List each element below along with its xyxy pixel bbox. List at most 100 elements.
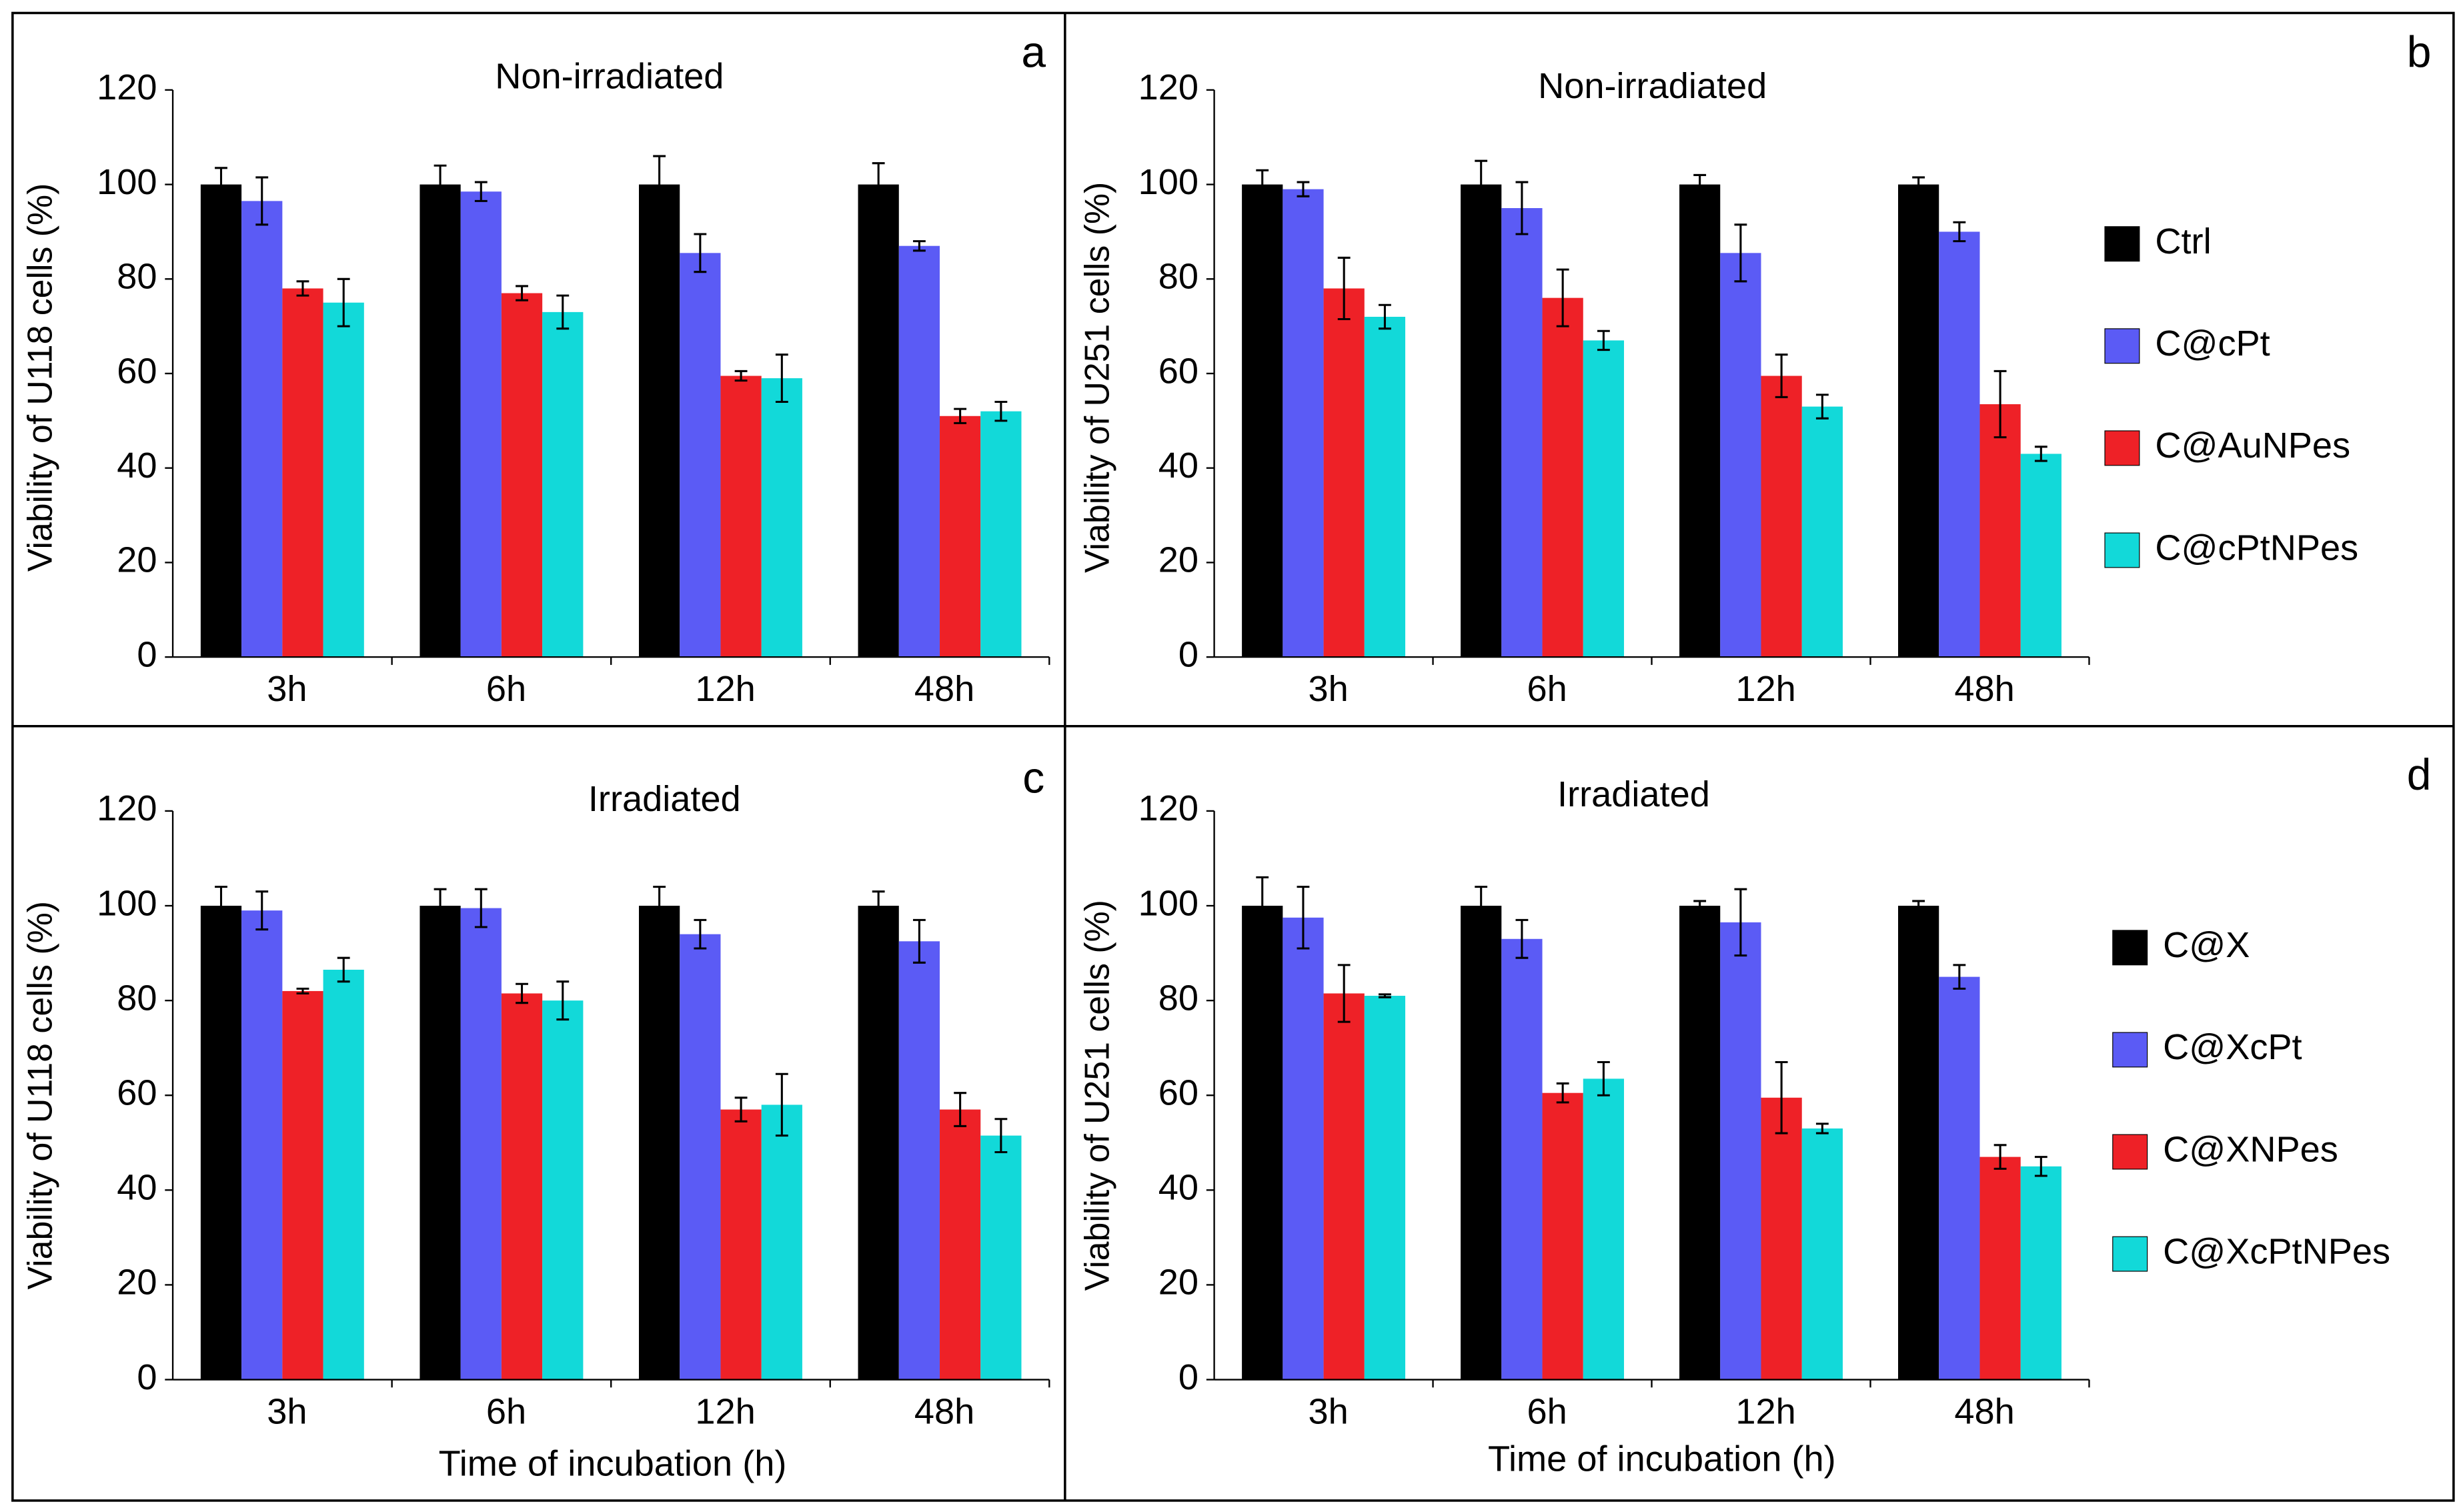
- y-tick-label: 60: [117, 1073, 157, 1113]
- bar: [1898, 906, 1939, 1380]
- error-bar: [1815, 1122, 1829, 1135]
- y-tick-label: 60: [1158, 351, 1198, 391]
- panel-letter: b: [2407, 27, 2432, 76]
- error-bar: [1734, 223, 1747, 283]
- y-tick-label: 20: [117, 540, 157, 580]
- error-bar: [954, 408, 967, 424]
- error-bar: [775, 1072, 788, 1137]
- error-bar: [954, 1092, 967, 1127]
- error-bar: [1556, 1082, 1569, 1104]
- x-tick-label: 3h: [1309, 669, 1349, 709]
- error-bar: [653, 886, 666, 926]
- error-bar: [1475, 886, 1488, 926]
- bar: [680, 253, 721, 658]
- error-bar: [516, 285, 528, 301]
- bar: [720, 375, 762, 658]
- bar: [1761, 1097, 1802, 1380]
- bar: [898, 941, 940, 1380]
- bar: [1801, 406, 1843, 658]
- x-tick-label: 3h: [267, 1392, 307, 1432]
- legend-swatch: [2104, 430, 2140, 466]
- bar: [323, 302, 364, 658]
- error-bar: [994, 1118, 1008, 1154]
- bar: [1323, 288, 1365, 658]
- bar: [1583, 340, 1625, 658]
- y-tick-label: 0: [137, 634, 157, 674]
- legend-swatch: [2112, 1236, 2148, 1272]
- x-tick-label: 48h: [914, 669, 974, 709]
- y-tick-label: 20: [117, 1263, 157, 1303]
- bar: [200, 184, 242, 658]
- bar: [501, 293, 543, 658]
- bar: [1242, 184, 1283, 658]
- y-tick-label: 120: [97, 788, 157, 828]
- y-tick-label: 100: [97, 162, 157, 202]
- error-bar: [1993, 1144, 2007, 1170]
- x-tick-label: 12h: [695, 1392, 755, 1432]
- x-tick-label: 12h: [1735, 1392, 1795, 1432]
- y-tick-label: 80: [1158, 257, 1198, 297]
- error-bar: [1912, 900, 1925, 912]
- error-bar: [1693, 900, 1707, 912]
- error-bar: [1953, 221, 1966, 243]
- error-bar: [1337, 256, 1351, 321]
- bar: [1679, 184, 1721, 658]
- error-bar: [1337, 964, 1351, 1023]
- error-bar: [912, 918, 926, 964]
- y-tick-label: 40: [1158, 1168, 1198, 1208]
- error-bar: [1297, 181, 1310, 197]
- bar: [940, 416, 981, 658]
- y-tick-label: 80: [117, 978, 157, 1018]
- bar: [420, 906, 461, 1380]
- bar: [1283, 917, 1324, 1380]
- legend-swatch: [2104, 328, 2140, 364]
- y-tick-label: 20: [1158, 1263, 1198, 1303]
- error-bar: [474, 888, 488, 928]
- error-bar: [296, 280, 309, 297]
- bar: [1761, 375, 1802, 658]
- bar: [1720, 253, 1761, 658]
- error-bar: [434, 888, 447, 924]
- bar: [200, 906, 242, 1380]
- bar: [1720, 922, 1761, 1380]
- legend-label: C@X: [2163, 925, 2250, 965]
- bar: [680, 934, 721, 1380]
- error-bar: [434, 164, 447, 205]
- legend-swatch: [2104, 532, 2140, 568]
- bar: [940, 1109, 981, 1380]
- y-axis-label: Viability of U118 cells (%): [20, 901, 59, 1289]
- bar: [898, 245, 940, 658]
- error-bar: [255, 890, 269, 931]
- y-axis-label: Viability of U251 cells (%): [1077, 900, 1116, 1291]
- bar: [638, 906, 680, 1380]
- bar: [1542, 297, 1583, 658]
- error-bar: [694, 918, 707, 950]
- bar: [542, 1000, 584, 1380]
- x-tick-label: 3h: [267, 669, 307, 709]
- error-bar: [337, 277, 350, 327]
- chart-title: Irradiated: [588, 779, 741, 819]
- legend-label: C@cPt: [2155, 323, 2270, 363]
- bar: [980, 411, 1022, 658]
- legend-swatch: [2112, 1032, 2148, 1068]
- bar: [1364, 996, 1406, 1380]
- error-bar: [1297, 886, 1310, 950]
- legend-swatch: [2104, 226, 2140, 262]
- bar: [241, 910, 283, 1380]
- x-tick-label: 6h: [1527, 1392, 1567, 1432]
- y-tick-label: 40: [1158, 446, 1198, 486]
- bar: [2020, 1166, 2062, 1380]
- bar: [761, 378, 802, 658]
- bar: [1542, 1092, 1583, 1380]
- y-tick-label: 100: [1138, 883, 1198, 923]
- error-bar: [1815, 394, 1829, 420]
- error-bar: [215, 886, 227, 926]
- legend-label: C@XNPes: [2163, 1129, 2338, 1169]
- x-tick-label: 48h: [1954, 1392, 2014, 1432]
- bar: [1939, 231, 1980, 658]
- bar: [420, 184, 461, 658]
- y-tick-label: 20: [1158, 540, 1198, 580]
- error-bar: [775, 353, 788, 404]
- bar: [1801, 1128, 1843, 1380]
